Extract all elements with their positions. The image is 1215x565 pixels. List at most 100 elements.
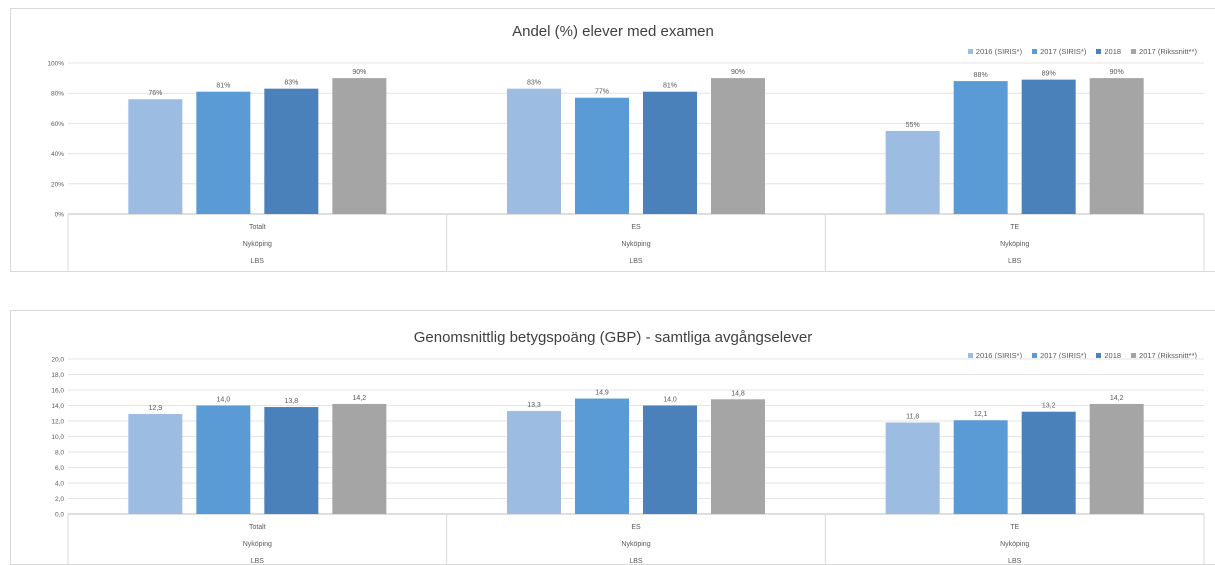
legend-swatch xyxy=(1032,353,1038,358)
legend-item: 2016 (SIRIS*) xyxy=(967,351,1023,360)
bar xyxy=(264,407,319,514)
legend-swatch xyxy=(967,49,973,54)
category-label: Totalt xyxy=(249,224,266,231)
data-label: 55% xyxy=(906,122,920,129)
category-level-label: LBS xyxy=(629,258,643,265)
legend-label: 2018 xyxy=(1104,47,1122,56)
bar xyxy=(643,91,697,214)
y-tick-label: 0% xyxy=(55,212,65,219)
legend-item: 2017 (Rikssnitt**) xyxy=(1131,47,1197,56)
category-level-label: LBS xyxy=(629,558,643,564)
data-label: 89% xyxy=(1042,71,1056,78)
bar xyxy=(885,422,940,514)
legend-item: 2017 (Rikssnitt**) xyxy=(1131,351,1197,360)
bar xyxy=(128,99,183,214)
plot-area: 0,0 2,0 4,0 6,0 8,0 10,0 12,0 14,0 16,0 18,0 20,0 1… xyxy=(51,357,1205,564)
y-tick-label: 6,0 xyxy=(55,465,64,472)
y-tick-label: 80% xyxy=(51,91,64,98)
category-label: TE xyxy=(1010,224,1019,231)
data-label: 14,2 xyxy=(353,395,367,402)
category-level-label: Nyköping xyxy=(1000,541,1029,548)
data-label: 77% xyxy=(595,89,609,96)
bar xyxy=(643,405,697,514)
bar xyxy=(575,398,629,514)
legend-swatch xyxy=(1096,353,1102,358)
y-tick-label: 16,0 xyxy=(51,388,64,395)
data-label: 76% xyxy=(148,90,162,97)
data-label: 83% xyxy=(527,80,541,87)
category-level-label: Nyköping xyxy=(621,241,650,248)
legend-swatch xyxy=(1131,353,1137,358)
data-label: 14,2 xyxy=(1110,395,1124,402)
y-tick-label: 100% xyxy=(47,61,64,68)
data-label: 11,8 xyxy=(906,414,919,421)
legend-item: 2016 (SIRIS*) xyxy=(967,47,1023,56)
category-label: ES xyxy=(631,224,641,231)
bar xyxy=(711,78,765,214)
data-label: 13,3 xyxy=(527,402,541,409)
legend: 2016 (SIRIS*) 2017 (SIRIS*) 2018 2017 (R… xyxy=(967,351,1197,360)
data-label: 88% xyxy=(974,72,988,79)
bar xyxy=(711,399,765,514)
legend-item: 2017 (SIRIS*) xyxy=(1032,47,1086,56)
y-tick-label: 10,0 xyxy=(51,434,64,441)
y-tick-label: 60% xyxy=(51,121,64,128)
y-tick-label: 0,0 xyxy=(55,512,64,519)
category-level-label: LBS xyxy=(251,558,265,564)
bar xyxy=(953,81,1008,215)
bar xyxy=(507,88,561,214)
legend-item: 2018 xyxy=(1096,351,1121,360)
category-level-label: LBS xyxy=(1008,258,1022,265)
bar xyxy=(196,91,251,214)
bar xyxy=(1089,78,1144,214)
legend-swatch xyxy=(1096,49,1102,54)
bar xyxy=(575,97,629,214)
legend-item: 2017 (SIRIS*) xyxy=(1032,351,1086,360)
data-label: 13,8 xyxy=(285,398,299,405)
bar xyxy=(1089,403,1144,514)
legend-label: 2017 (SIRIS*) xyxy=(1040,351,1087,360)
legend-label: 2017 (Rikssnitt**) xyxy=(1139,47,1197,56)
bar xyxy=(1021,411,1076,514)
chart-title: Andel (%) elever med examen xyxy=(512,23,714,40)
category-label: TE xyxy=(1010,524,1019,531)
legend: 2016 (SIRIS*) 2017 (SIRIS*) 2018 2017 (R… xyxy=(967,47,1197,56)
y-tick-label: 20,0 xyxy=(51,357,64,364)
bar xyxy=(507,410,561,514)
data-label: 81% xyxy=(216,83,230,90)
legend-swatch xyxy=(1032,49,1038,54)
category-level-label: Nyköping xyxy=(1000,241,1029,248)
y-tick-label: 40% xyxy=(51,151,64,158)
data-label: 90% xyxy=(1110,69,1124,76)
data-label: 14,8 xyxy=(731,390,745,397)
legend-swatch xyxy=(967,353,973,358)
bar xyxy=(332,78,387,214)
category-label: ES xyxy=(631,524,641,531)
bar xyxy=(264,88,319,214)
data-label: 12,1 xyxy=(974,411,988,418)
category-level-label: Nyköping xyxy=(243,241,272,248)
y-tick-label: 14,0 xyxy=(51,403,64,410)
plot-area: 0% 20% 40% 60% 80% 100% 76% 81% 83% 90% Totalt Nykö… xyxy=(47,61,1205,271)
data-label: 14,9 xyxy=(595,390,609,397)
legend-label: 2016 (SIRIS*) xyxy=(975,47,1023,56)
chart-title: Genomsnittlig betygspoäng (GBP) - samtli… xyxy=(413,329,813,346)
y-tick-label: 20% xyxy=(51,181,64,188)
bar xyxy=(128,414,183,514)
bar xyxy=(953,420,1008,514)
y-tick-label: 4,0 xyxy=(55,481,64,488)
y-tick-label: 12,0 xyxy=(51,419,64,426)
data-label: 13,2 xyxy=(1042,403,1056,410)
y-tick-label: 8,0 xyxy=(55,450,64,457)
legend-label: 2018 xyxy=(1104,351,1122,360)
legend-label: 2017 (Rikssnitt**) xyxy=(1139,351,1197,360)
category-level-label: Nyköping xyxy=(621,541,650,548)
legend-label: 2016 (SIRIS*) xyxy=(975,351,1023,360)
data-label: 83% xyxy=(284,80,298,87)
chart-examen: Andel (%) elever med examen 2016 (SIRIS*… xyxy=(10,8,1215,272)
bar xyxy=(332,403,387,514)
category-level-label: LBS xyxy=(1008,558,1022,564)
bar xyxy=(1021,79,1076,214)
data-label: 81% xyxy=(663,83,677,90)
category-label: Totalt xyxy=(249,524,266,531)
